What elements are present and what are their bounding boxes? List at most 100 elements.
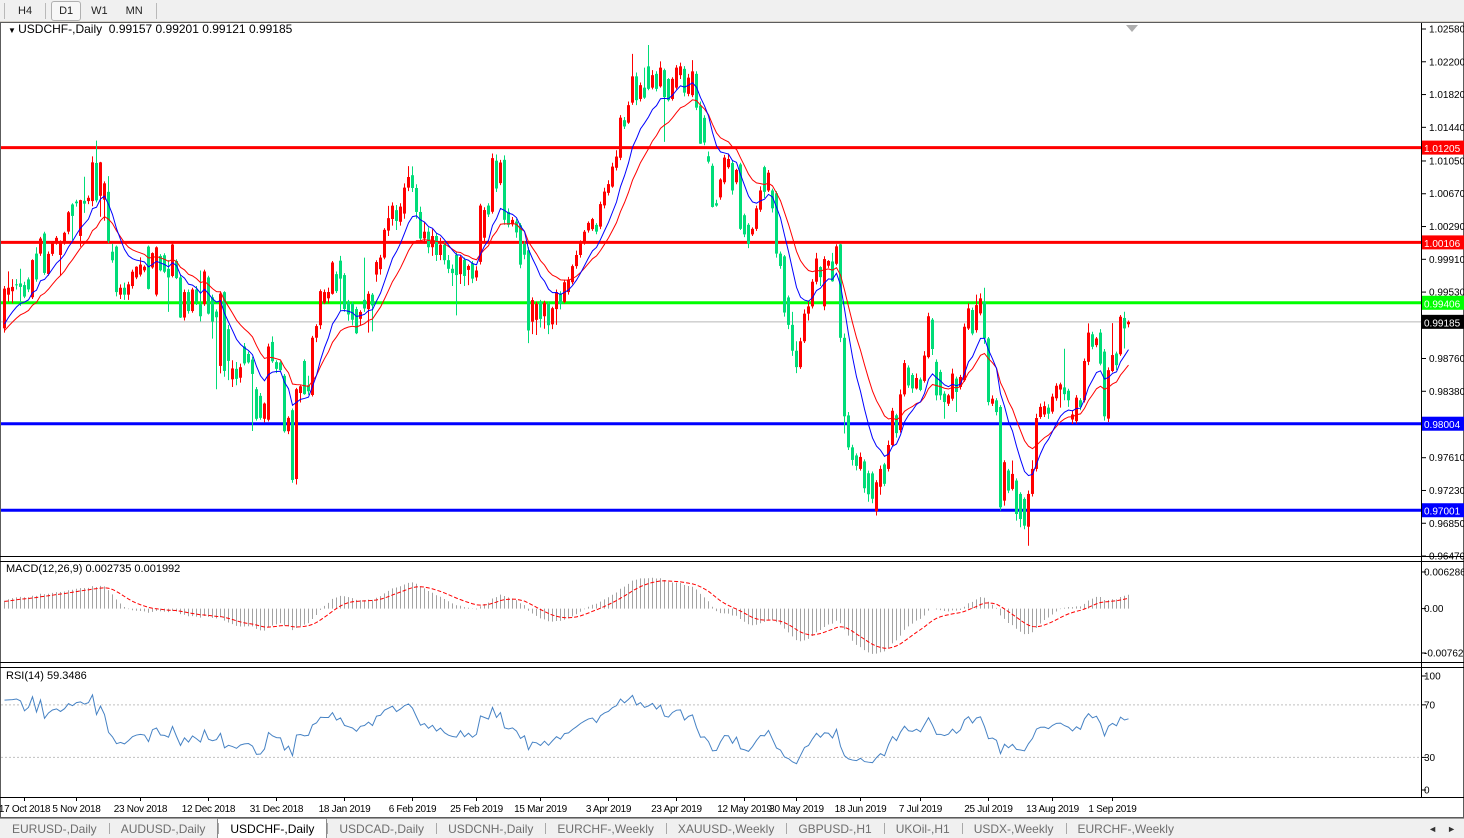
candle-body bbox=[1127, 321, 1130, 325]
date-tick-label[interactable]: 18 Jan 2019 bbox=[319, 804, 372, 815]
date-tick-label[interactable]: 23 Apr 2019 bbox=[651, 804, 703, 815]
candle-body bbox=[907, 367, 910, 386]
date-tick-label[interactable]: 1 Sep 2019 bbox=[1088, 804, 1137, 815]
candle-body bbox=[1095, 338, 1098, 346]
date-tick-label[interactable]: 18 Jun 2019 bbox=[835, 804, 888, 815]
candle-body bbox=[367, 293, 370, 310]
chart-tab-usdcnh-daily[interactable]: USDCNH-,Daily bbox=[436, 819, 545, 838]
candle-body bbox=[535, 303, 538, 320]
candle-body bbox=[295, 389, 298, 480]
timeframe-button-mn[interactable]: MN bbox=[125, 4, 143, 17]
candle-body bbox=[923, 355, 926, 381]
candle-body bbox=[851, 447, 854, 460]
candle-body bbox=[499, 162, 502, 184]
candle-body bbox=[199, 304, 202, 317]
candle-body bbox=[423, 231, 426, 239]
timeframe-button-w1[interactable]: W1 bbox=[91, 4, 108, 17]
candle-body bbox=[555, 292, 558, 310]
candle-body bbox=[1063, 387, 1066, 395]
level-badge-label: 0.99406 bbox=[1424, 299, 1461, 310]
candle-body bbox=[355, 309, 358, 334]
candle-body bbox=[55, 237, 58, 243]
chart-tab-ukoil-h1[interactable]: UKOil-,H1 bbox=[883, 819, 962, 838]
candle-body bbox=[35, 253, 38, 280]
candle-body bbox=[547, 303, 550, 326]
chart-tab-xauusd-weekly[interactable]: XAUUSD-,Weekly bbox=[665, 819, 786, 838]
candle-body bbox=[323, 292, 326, 303]
candle-body bbox=[635, 76, 638, 101]
candle-body bbox=[375, 262, 378, 275]
date-tick-label[interactable]: 17 Oct 2018 bbox=[0, 804, 51, 815]
candle-body bbox=[271, 341, 274, 362]
candle-body bbox=[659, 67, 662, 87]
candle-body bbox=[115, 246, 118, 293]
date-tick-label[interactable]: 6 Feb 2019 bbox=[389, 804, 438, 815]
date-tick-label[interactable]: 30 May 2019 bbox=[769, 804, 825, 815]
candle-body bbox=[127, 284, 130, 295]
date-tick-label[interactable]: 13 Aug 2019 bbox=[1026, 804, 1080, 815]
price-tick-label: 0.99530 bbox=[1429, 288, 1464, 299]
candle-body bbox=[415, 187, 418, 212]
candle-body bbox=[175, 260, 178, 279]
price-chart[interactable]: 1.02580 1.02200 1.01820 1.01440 1.01050 1.006… bbox=[0, 22, 1464, 818]
date-tick-label[interactable]: 7 Jul 2019 bbox=[899, 804, 943, 815]
chart-tab-eurchf-weekly[interactable]: EURCHF-,Weekly bbox=[1065, 819, 1186, 838]
candle-body bbox=[239, 367, 242, 378]
candle-body bbox=[379, 257, 382, 270]
candle-body bbox=[215, 311, 218, 318]
candle-body bbox=[915, 377, 918, 389]
timeframe-button-d1[interactable]: D1 bbox=[51, 0, 82, 21]
date-tick-label[interactable]: 5 Nov 2018 bbox=[52, 804, 101, 815]
candle-body bbox=[883, 464, 886, 484]
price-tick-label: 0.96470 bbox=[1429, 552, 1464, 563]
tab-scroll-left-icon[interactable]: ◄ bbox=[1428, 823, 1438, 834]
chart-tab-gbpusd-h1[interactable]: GBPUSD-,H1 bbox=[786, 819, 883, 838]
candle-body bbox=[43, 233, 46, 273]
candle-body bbox=[607, 184, 610, 193]
chart-tab-audusd-daily[interactable]: AUDUSD-,Daily bbox=[108, 819, 218, 838]
candle-body bbox=[879, 468, 882, 487]
candle-body bbox=[339, 260, 342, 279]
candle-body bbox=[1043, 406, 1046, 415]
candle-body bbox=[567, 279, 570, 293]
chart-tab-usdchf-daily[interactable]: USDCHF-,Daily bbox=[217, 818, 328, 838]
date-tick-label[interactable]: 25 Feb 2019 bbox=[450, 804, 504, 815]
date-tick-label[interactable]: 12 May 2019 bbox=[717, 804, 773, 815]
candle-body bbox=[95, 162, 98, 201]
tab-scroll-right-icon[interactable]: ► bbox=[1447, 823, 1456, 834]
timeframe-button-h4[interactable]: H4 bbox=[18, 4, 33, 17]
date-tick-label[interactable]: 3 Apr 2019 bbox=[586, 804, 632, 815]
candle-body bbox=[651, 75, 654, 88]
chart-tab-usdx-weekly[interactable]: USDX-,Weekly bbox=[961, 819, 1066, 838]
chart-tab-usdcad-daily[interactable]: USDCAD-,Daily bbox=[327, 819, 436, 838]
chart-tab-eurusd-daily[interactable]: EURUSD-,Daily bbox=[12, 821, 97, 836]
candle-body bbox=[735, 169, 738, 183]
price-tick-label: 0.99910 bbox=[1429, 255, 1464, 266]
candle-body bbox=[631, 76, 634, 103]
candle-body bbox=[391, 205, 394, 220]
candle-body bbox=[363, 299, 366, 309]
candle-body bbox=[959, 376, 962, 387]
candle-body bbox=[507, 211, 510, 225]
date-tick-label[interactable]: 31 Dec 2018 bbox=[250, 804, 304, 815]
price-tick-label: 0.96850 bbox=[1429, 519, 1464, 530]
date-tick-label[interactable]: 23 Nov 2018 bbox=[114, 804, 168, 815]
candle-body bbox=[335, 274, 338, 292]
chart-tab-eurchf-weekly[interactable]: EURCHF-,Weekly bbox=[545, 819, 665, 838]
date-tick-label[interactable]: 15 Mar 2019 bbox=[514, 804, 568, 815]
candle-body bbox=[511, 219, 514, 225]
candle-body bbox=[79, 200, 82, 236]
candle-body bbox=[1087, 332, 1090, 362]
date-tick-label[interactable]: 25 Jul 2019 bbox=[964, 804, 1013, 815]
date-tick-label[interactable]: 12 Dec 2018 bbox=[182, 804, 236, 815]
candle-body bbox=[419, 211, 422, 239]
candle-body bbox=[15, 284, 18, 286]
candle-body bbox=[407, 177, 410, 188]
candle-body bbox=[51, 242, 54, 254]
candle-body bbox=[803, 313, 806, 342]
candle-body bbox=[455, 254, 458, 276]
candle-body bbox=[479, 205, 482, 262]
collapse-triangle-icon[interactable]: ▼ bbox=[8, 26, 18, 35]
candle-body bbox=[7, 287, 10, 295]
candle-body bbox=[163, 255, 166, 272]
